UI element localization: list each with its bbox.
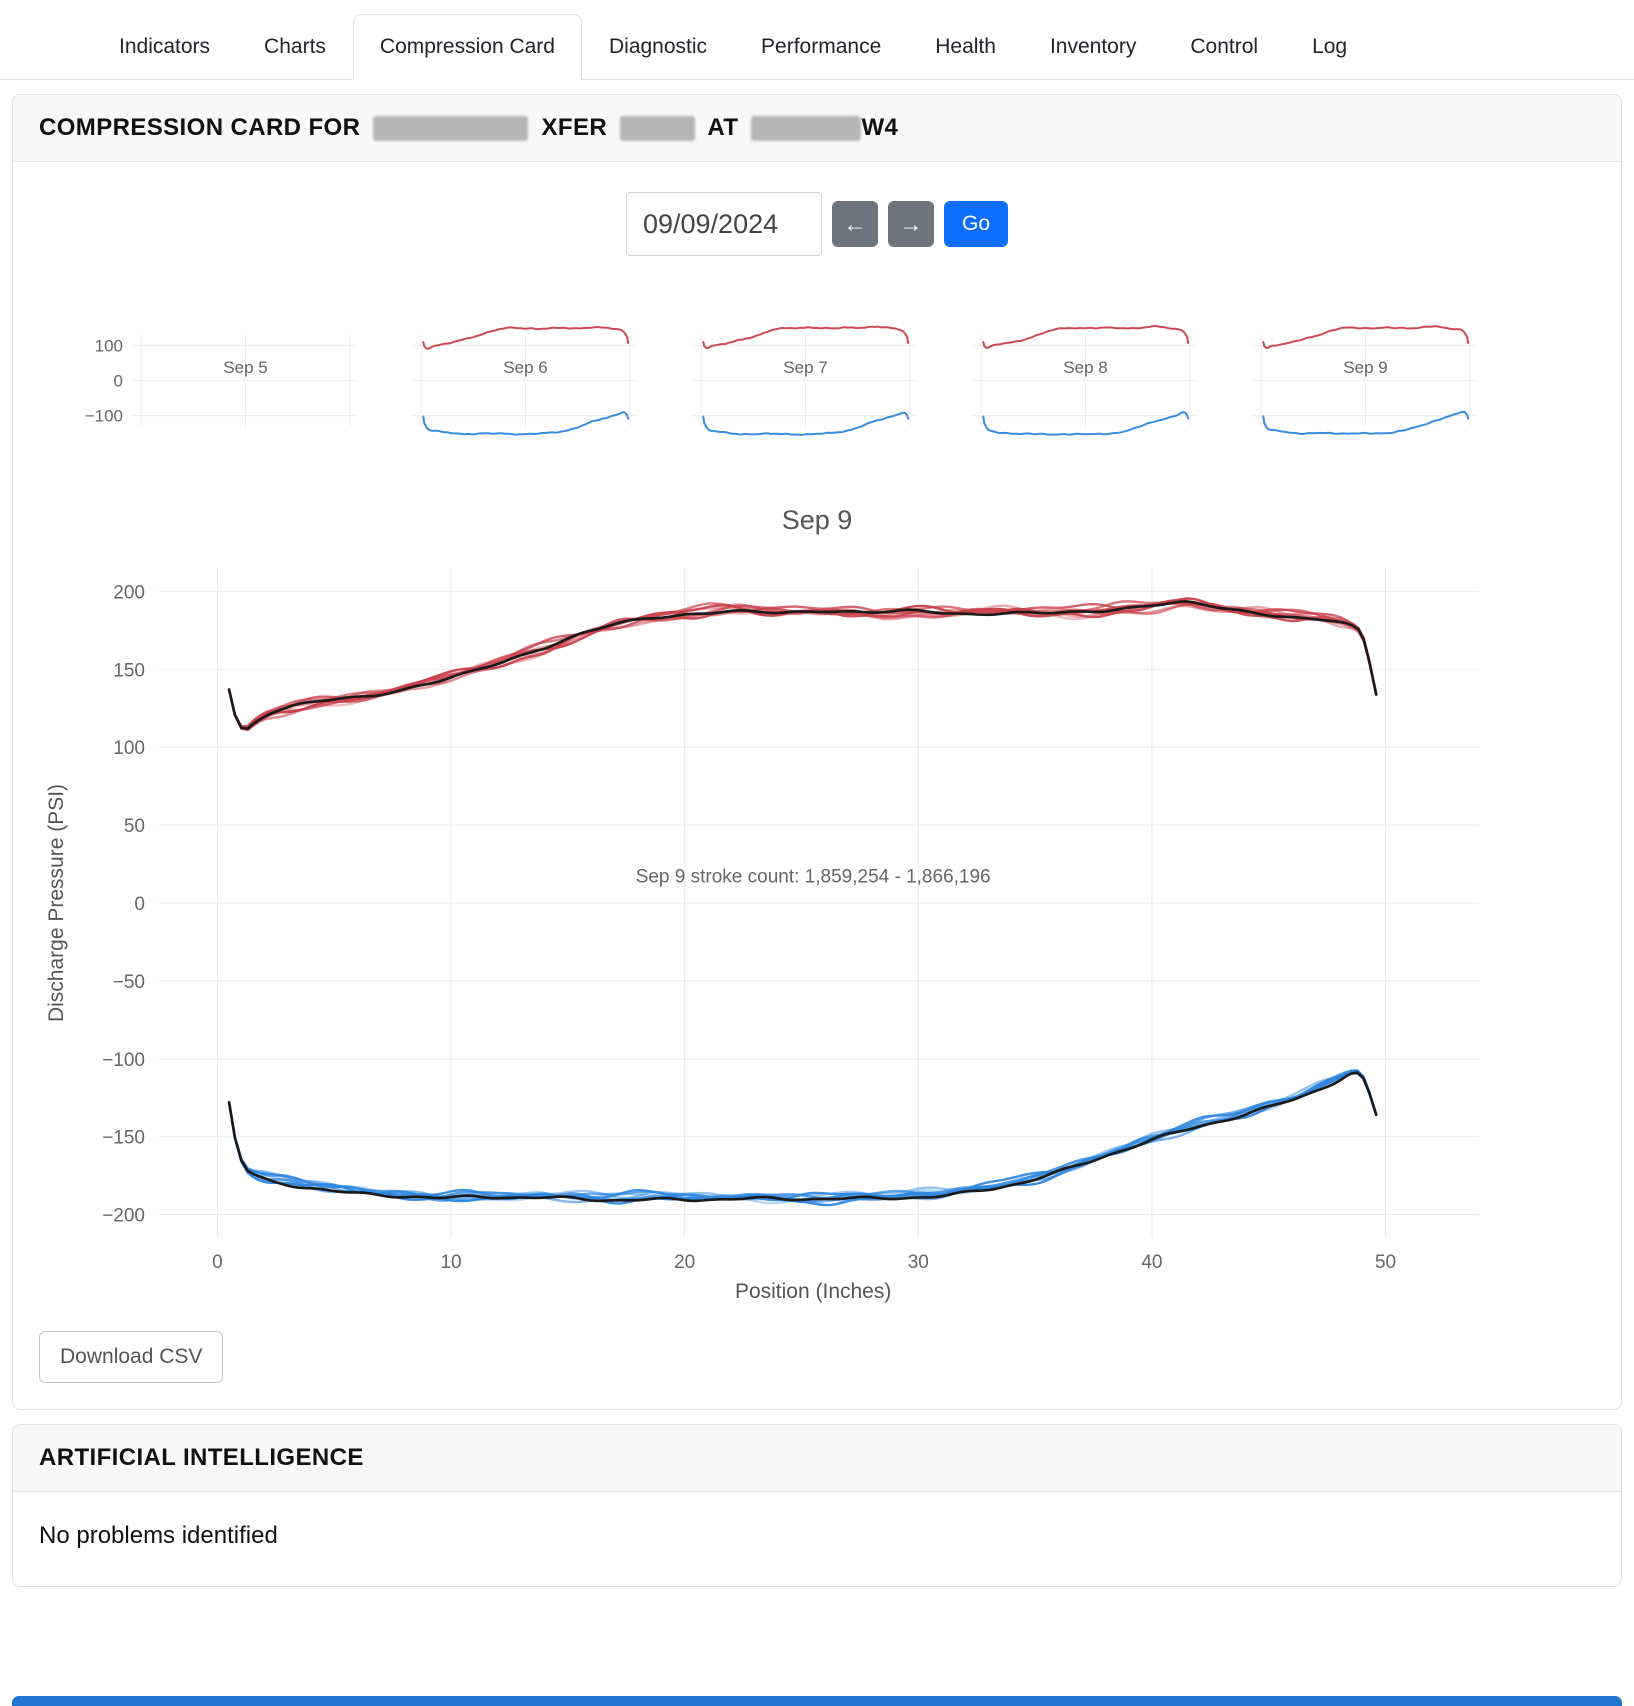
redacted-unit-id [620,116,696,142]
mini-y-tick-label: −100 [85,407,123,426]
title-at: AT [707,114,739,141]
y-tick-label: 100 [113,738,145,759]
main-chart-title: Sep 9 [781,505,853,535]
discharge-pressure-strokes-stroke-line [227,597,1378,728]
mini-chart-svg: Sep 9 [1253,325,1478,435]
tab-log[interactable]: Log [1285,14,1374,80]
download-csv-button[interactable]: Download CSV [39,1331,224,1383]
go-button[interactable]: Go [943,201,1008,247]
mini-chart-svg: Sep 6 [413,326,638,436]
y-axis-label: Discharge Pressure (PSI) [45,784,68,1022]
main-chart-svg: −200 −150 −100 −50 0 50 100 150 200 0 10 20 30 40 50 Po… [45,568,1479,1303]
suction-pressure-strokes-stroke-line [227,1072,1378,1207]
y-tick-label: 0 [134,894,145,915]
x-axis-label: Position (Inches) [735,1280,891,1303]
y-tick-label: 50 [124,816,145,837]
y-tick-label: 200 [113,582,145,603]
suction-pressure-strokes-stroke-line [227,1070,1378,1202]
mini-suction-pressure-strokes-line [702,411,910,436]
tab-inventory[interactable]: Inventory [1023,14,1163,80]
mini-chart-date-label: Sep 6 [503,358,547,377]
mini-suction-pressure-strokes-line [982,411,1190,436]
tab-charts[interactable]: Charts [237,14,353,80]
mini-chart-sep-9[interactable]: Sep 9 [1253,298,1478,463]
cutoff-blue-bar [12,1696,1622,1706]
tab-indicators[interactable]: Indicators [92,14,237,80]
discharge-pressure-strokes-stroke-line [227,603,1378,731]
mini-chart-svg: Sep 7 [693,325,918,436]
suction-pressure-strokes-average-line [227,1071,1378,1203]
mini-chart-sep-7[interactable]: Sep 7 [693,298,918,463]
suction-pressure-strokes-stroke-line [227,1071,1378,1205]
tab-diagnostic[interactable]: Diagnostic [582,14,734,80]
mini-chart-sep-8[interactable]: Sep 8 [973,298,1198,463]
mini-chart-date-label: Sep 7 [783,358,827,377]
date-input[interactable] [625,192,822,256]
ai-card-body: No problems identified [39,1522,278,1549]
prev-day-button[interactable]: ← [831,201,878,247]
redacted-asset-name [373,116,529,142]
tab-compression-card[interactable]: Compression Card [352,14,582,80]
tab-health[interactable]: Health [908,14,1023,80]
y-tick-label: −200 [102,1206,145,1227]
tab-control[interactable]: Control [1163,14,1285,80]
next-day-button[interactable]: → [887,201,934,247]
mini-chart-date-label: Sep 5 [223,358,267,377]
y-tick-label: −100 [102,1050,145,1071]
mini-suction-pressure-strokes-line [422,411,630,436]
discharge-pressure-strokes-stroke-line [227,600,1378,730]
mini-discharge-pressure-strokes-line [982,324,1190,349]
mini-discharge-pressure-strokes-line [702,325,910,350]
ai-card-title: ARTIFICIAL INTELLIGENCE [13,1425,1621,1492]
x-tick-label: 0 [212,1252,223,1273]
discharge-pressure-strokes-stroke-line [227,604,1378,730]
mini-y-tick-label: 100 [95,336,123,355]
mini-chart-sep-5[interactable]: 100 0 −100 Sep 5 [85,298,358,463]
x-tick-label: 20 [674,1252,695,1273]
x-tick-label: 40 [1141,1252,1162,1273]
compression-card: COMPRESSION CARD FOR XFER AT W4 ← → Go 1… [12,94,1622,1410]
tab-performance[interactable]: Performance [734,14,908,80]
mini-chart-date-label: Sep 8 [1063,358,1107,377]
date-controls: ← → Go [13,192,1621,256]
tab-bar: Indicators Charts Compression Card Diagn… [0,0,1634,80]
stroke-count-annotation: Sep 9 stroke count: 1,859,254 - 1,866,19… [636,867,991,888]
discharge-pressure-strokes-stroke-line [227,599,1378,730]
compression-card-title: COMPRESSION CARD FOR XFER AT W4 [13,95,1621,162]
suction-pressure-strokes-stroke-line [227,1072,1378,1204]
redacted-location [751,116,862,142]
y-tick-label: −50 [113,972,145,993]
mini-y-tick-label: 0 [114,372,123,391]
x-tick-label: 10 [440,1252,461,1273]
x-tick-label: 50 [1375,1252,1396,1273]
title-suffix: W4 [861,114,899,141]
mini-chart-svg: Sep 8 [973,324,1198,436]
mini-suction-pressure-strokes-line [1262,410,1470,435]
main-chart: −200 −150 −100 −50 0 50 100 150 200 0 10 20 30 40 50 Po… [39,550,1621,1315]
mini-chart-sep-6[interactable]: Sep 6 [413,298,638,463]
suction-pressure-strokes-stroke-line [227,1069,1378,1202]
mini-discharge-pressure-strokes-line [422,326,630,350]
mini-chart-svg: 100 0 −100 Sep 5 [85,334,358,427]
y-tick-label: −150 [102,1128,145,1149]
discharge-pressure-strokes-stroke-line [227,602,1378,730]
mini-charts-row: 100 0 −100 Sep 5 Sep 6 Sep 7 Sep 8 Sep 9 [85,298,1561,463]
discharge-pressure-strokes-average-line [227,600,1378,730]
title-prefix: COMPRESSION CARD FOR [39,114,361,141]
suction-pressure-strokes-stroke-line [227,1070,1378,1201]
x-tick-label: 30 [908,1252,929,1273]
discharge-pressure-strokes-stroke-line [227,601,1378,728]
mini-discharge-pressure-strokes-line [1262,325,1470,349]
artificial-intelligence-card: ARTIFICIAL INTELLIGENCE No problems iden… [12,1424,1622,1587]
title-xfer: XFER [541,114,608,141]
y-tick-label: 150 [113,660,145,681]
discharge-pressure-strokes-stroke-line [227,599,1378,732]
mini-chart-date-label: Sep 9 [1343,358,1387,377]
suction-pressure-strokes-stroke-line [227,1069,1378,1201]
